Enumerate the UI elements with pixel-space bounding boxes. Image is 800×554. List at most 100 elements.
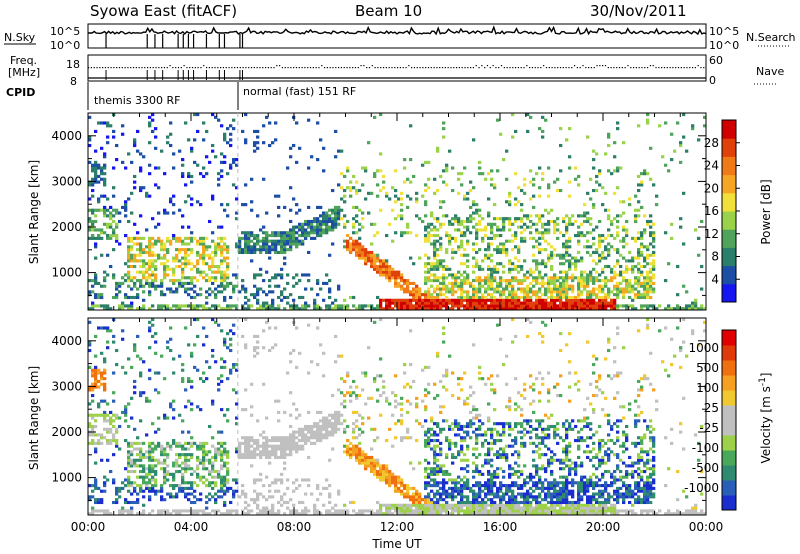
scatter-cell <box>211 262 215 266</box>
scatter-cell <box>430 284 434 288</box>
scatter-cell <box>229 500 233 505</box>
scatter-cell <box>400 492 404 496</box>
scatter-cell <box>700 304 704 308</box>
scatter-cell <box>400 422 404 426</box>
scatter-cell <box>295 236 299 240</box>
scatter-cell <box>274 194 278 198</box>
scatter-cell <box>139 512 143 516</box>
scatter-cell <box>295 307 299 311</box>
scatter-cell <box>406 410 410 414</box>
scatter-cell <box>376 270 380 274</box>
scatter-cell <box>253 141 257 145</box>
scatter-cell <box>583 214 587 218</box>
scatter-cell <box>295 273 299 277</box>
scatter-cell <box>100 121 104 125</box>
scatter-cell <box>493 186 497 190</box>
scatter-cell <box>88 424 92 429</box>
scatter-cell <box>223 365 227 369</box>
scatter-cell <box>310 433 314 437</box>
scatter-cell <box>181 430 185 434</box>
scatter-cell <box>598 256 602 260</box>
scatter-cell <box>649 253 653 257</box>
scatter-cell <box>475 222 479 226</box>
scatter-cell <box>406 430 410 434</box>
scatter-cell <box>331 307 335 311</box>
scatter-cell <box>145 433 149 437</box>
scatter-cell <box>484 228 488 232</box>
scatter-cell <box>115 444 119 448</box>
scatter-cell <box>253 439 257 443</box>
scatter-cell <box>508 298 512 302</box>
scatter-cell <box>454 228 458 232</box>
freq-dot <box>214 67 216 69</box>
scatter-cell <box>208 219 212 224</box>
scatter-cell <box>460 253 464 257</box>
scatter-cell <box>190 267 194 271</box>
scatter-cell <box>337 214 341 218</box>
scatter-cell <box>451 222 455 226</box>
scatter-cell <box>244 444 248 448</box>
scatter-cell <box>358 441 362 445</box>
scatter-cell <box>178 464 182 468</box>
scatter-cell <box>526 225 530 229</box>
scatter-cell <box>484 307 488 311</box>
scatter-cell <box>574 166 578 170</box>
scatter-cell <box>391 307 395 311</box>
freq-dot <box>371 65 373 67</box>
scatter-cell <box>91 484 95 488</box>
scatter-cell <box>601 186 605 190</box>
scatter-cell <box>97 166 101 170</box>
freq-dot <box>436 67 438 69</box>
scatter-cell <box>439 298 443 302</box>
scatter-cell <box>385 259 389 263</box>
scatter-cell <box>535 267 539 271</box>
scatter-cell <box>229 304 233 308</box>
scatter-cell <box>631 284 635 288</box>
freq-dot <box>295 67 298 69</box>
scatter-cell <box>505 284 509 288</box>
scatter-cell <box>229 143 233 148</box>
scatter-cell <box>508 301 512 305</box>
scatter-cell <box>679 225 683 229</box>
scatter-cell <box>97 486 101 490</box>
freq-dot <box>318 67 320 69</box>
scatter-cell <box>145 194 149 198</box>
scatter-cell <box>583 279 587 283</box>
scatter-cell <box>652 183 656 187</box>
scatter-cell <box>382 186 386 190</box>
scatter-cell <box>619 239 623 243</box>
scatter-cell <box>133 379 137 384</box>
scatter-cell <box>100 433 104 437</box>
scatter-cell <box>343 225 347 229</box>
scatter-cell <box>637 248 641 252</box>
scatter-cell <box>160 450 164 454</box>
scatter-cell <box>442 169 446 173</box>
scatter-cell <box>568 155 572 159</box>
freq-dot <box>593 67 595 69</box>
scatter-cell <box>397 475 401 479</box>
scatter-cell <box>169 348 173 353</box>
scatter-cell <box>130 506 134 510</box>
scatter-cell <box>241 250 245 255</box>
scatter-cell <box>247 236 251 240</box>
scatter-cell <box>175 290 179 294</box>
scatter-cell <box>148 276 152 280</box>
scatter-cell <box>232 183 236 187</box>
scatter-cell <box>148 239 152 243</box>
scatter-cell <box>181 163 185 167</box>
scatter-cell <box>163 478 167 482</box>
scatter-cell <box>295 326 299 330</box>
scatter-cell <box>511 298 515 302</box>
scatter-cell <box>271 346 275 350</box>
scatter-cell <box>202 450 206 454</box>
freq-dot <box>691 67 694 69</box>
scatter-cell <box>220 453 224 457</box>
scatter-cell <box>148 124 152 128</box>
scatter-cell <box>100 374 104 378</box>
scatter-cell <box>133 385 137 389</box>
scatter-cell <box>112 436 116 440</box>
scatter-cell <box>406 509 410 513</box>
scatter-cell <box>481 304 485 308</box>
scatter-cell <box>211 194 215 198</box>
scatter-cell <box>349 500 353 505</box>
